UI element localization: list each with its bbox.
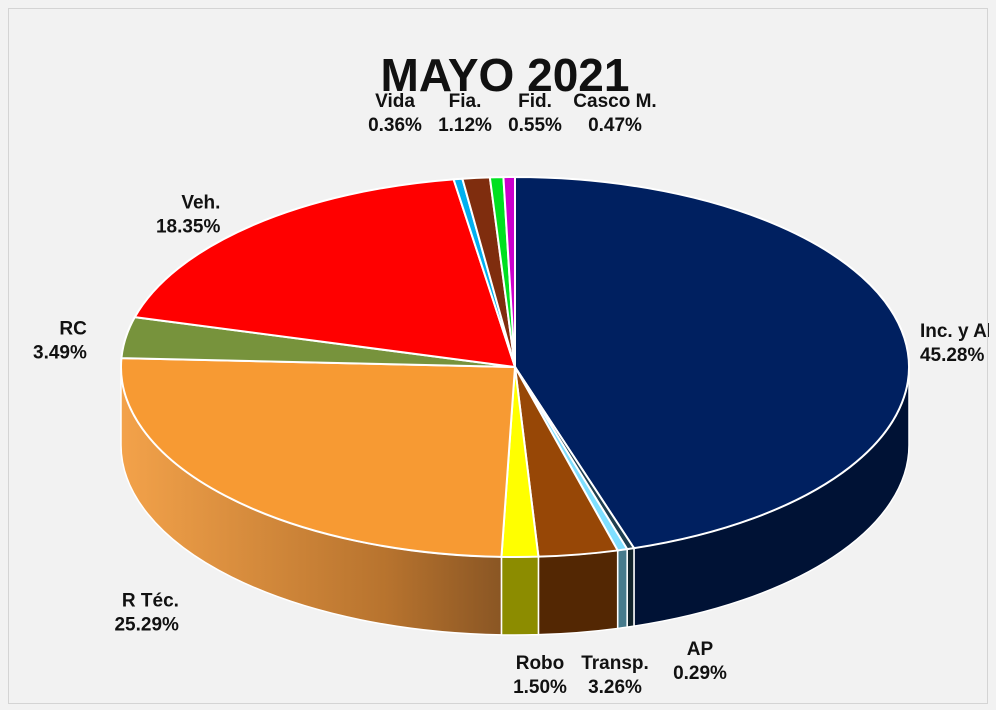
slice-label-veh: Veh. 18.35% bbox=[156, 193, 221, 238]
slice-name-casco-m: Casco M. bbox=[573, 91, 656, 112]
slice-percent-r-tec: 25.29% bbox=[114, 614, 179, 635]
slice-name-fid: Fid. bbox=[518, 91, 552, 112]
slice-percent-robo: 1.50% bbox=[513, 677, 567, 698]
slice-label-fia: Fia. 1.12% bbox=[438, 91, 492, 136]
slice-percent-veh: 18.35% bbox=[156, 217, 221, 238]
slice-veh bbox=[133, 178, 517, 369]
slice-percent-ap: 0.29% bbox=[673, 663, 727, 684]
side-wall-transp bbox=[537, 549, 619, 636]
slice-label-ap: AP 0.29% bbox=[673, 639, 727, 684]
slice-name-ap: AP bbox=[687, 639, 714, 660]
pie-side-walls bbox=[120, 366, 910, 636]
slice-label-r-tec: R Téc. 25.29% bbox=[114, 590, 179, 635]
pie-top-faces bbox=[120, 175, 910, 558]
chart-frame: MAYO 2021 Inc. y Al. 45.28% AP 0.29% Transp.… bbox=[8, 8, 989, 704]
slice-percent-casco-m: 0.47% bbox=[588, 115, 642, 136]
slice-label-casco-m: Casco M. 0.47% bbox=[573, 91, 656, 136]
slice-name-rc: RC bbox=[59, 318, 87, 339]
slice-name-fia: Fia. bbox=[449, 91, 482, 112]
slice-percent-inc-y-al: 45.28% bbox=[920, 345, 985, 366]
slice-name-inc-y-al: Inc. y Al. bbox=[920, 321, 989, 342]
slice-name-robo: Robo bbox=[516, 653, 565, 674]
side-wall-unlabeled bbox=[616, 548, 628, 630]
slice-label-fid: Fid. 0.55% bbox=[508, 91, 562, 136]
slice-name-vida: Vida bbox=[375, 91, 415, 112]
slice-name-transp: Transp. bbox=[581, 653, 649, 674]
slice-label-transp: Transp. 3.26% bbox=[581, 653, 649, 698]
pie-chart: MAYO 2021 Inc. y Al. 45.28% AP 0.29% Transp.… bbox=[33, 49, 989, 698]
slice-percent-fia: 1.12% bbox=[438, 115, 492, 136]
slice-label-robo: Robo 1.50% bbox=[513, 653, 567, 698]
slice-casco-m bbox=[502, 175, 516, 368]
side-wall-robo bbox=[500, 555, 540, 636]
chart-title: MAYO 2021 bbox=[381, 49, 630, 101]
slice-label-rc: RC 3.49% bbox=[33, 318, 87, 363]
slice-name-veh: Veh. bbox=[181, 193, 220, 214]
slice-inc-y-al bbox=[514, 175, 910, 550]
slice-label-inc-y-al: Inc. y Al. 45.28% bbox=[920, 321, 989, 366]
slice-percent-vida: 0.36% bbox=[368, 115, 422, 136]
slice-percent-rc: 3.49% bbox=[33, 342, 87, 363]
slice-r-tec bbox=[120, 357, 517, 558]
slice-percent-fid: 0.55% bbox=[508, 115, 562, 136]
slice-label-vida: Vida 0.36% bbox=[368, 91, 422, 136]
slice-percent-transp: 3.26% bbox=[588, 677, 642, 698]
side-wall-ap bbox=[626, 547, 635, 629]
slice-labels: Inc. y Al. 45.28% AP 0.29% Transp. 3.26% Robo 1… bbox=[33, 91, 989, 698]
slice-name-r-tec: R Téc. bbox=[122, 590, 179, 611]
